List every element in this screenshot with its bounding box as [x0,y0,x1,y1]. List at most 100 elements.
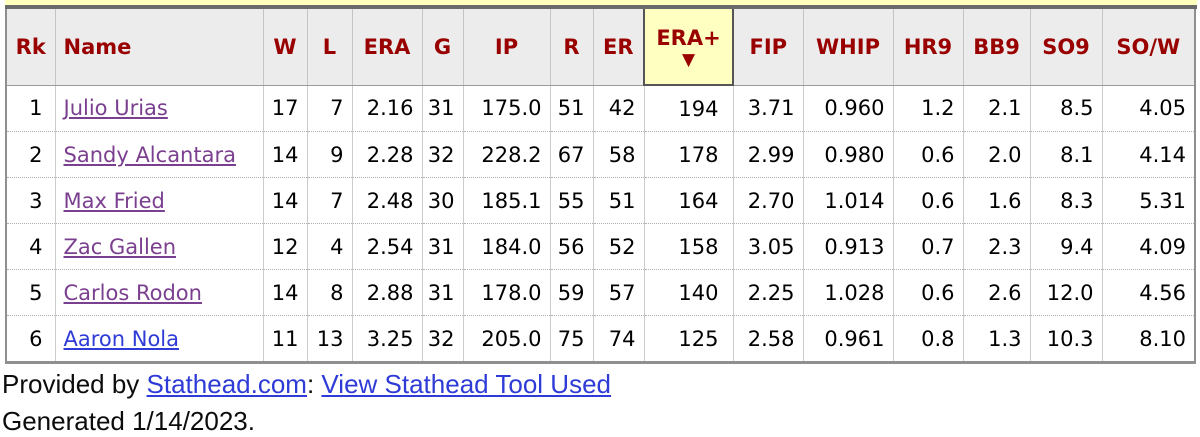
cell-sow: 4.14 [1102,131,1196,178]
table-row: 2 Sandy Alcantara 14 9 2.28 32 228.2 67 … [6,131,1196,178]
cell-bb9: 2.1 [963,85,1031,132]
cell-r: 67 [550,131,594,178]
column-header-whip[interactable]: WHIP [803,9,894,86]
colon-text: : [306,369,322,399]
player-link[interactable]: Julio Urias [63,96,168,121]
cell-player-name: Carlos Rodon [55,269,264,316]
column-header-name[interactable]: Name [55,9,264,86]
generated-date-line: Generated 1/14/2023. [2,406,255,436]
cell-whip: 0.980 [803,131,894,178]
cell-fip: 3.71 [733,85,804,132]
cell-so9: 8.3 [1030,177,1103,224]
cell-l: 13 [307,315,353,363]
cell-er: 42 [593,85,645,132]
cell-sow: 4.56 [1102,269,1196,316]
cell-ip: 185.1 [463,177,551,224]
cell-bb9: 2.3 [963,223,1031,270]
cell-era-plus: 140 [644,269,734,316]
provided-by-text: Provided by [2,369,147,399]
player-link[interactable]: Max Fried [63,188,165,213]
cell-era: 2.28 [352,131,423,178]
cell-bb9: 2.0 [963,131,1031,178]
banner-bottom-edge [5,0,1197,9]
table-row: 6 Aaron Nola 11 13 3.25 32 205.0 75 74 1… [6,315,1196,363]
column-header-so9[interactable]: SO9 [1030,9,1103,86]
cell-era: 2.54 [352,223,423,270]
cell-so9: 9.4 [1030,223,1103,270]
cell-w: 11 [263,315,308,363]
cell-w: 12 [263,223,308,270]
cell-l: 9 [307,131,353,178]
column-header-l[interactable]: L [307,9,353,86]
column-header-er[interactable]: ER [593,9,645,86]
cell-hr9: 0.6 [893,177,964,224]
cell-era-plus: 158 [644,223,734,270]
cell-rank: 3 [6,177,56,224]
stathead-link[interactable]: Stathead.com [146,369,307,399]
column-header-r[interactable]: R [550,9,594,86]
cell-ip: 184.0 [463,223,551,270]
table-row: 1 Julio Urias 17 7 2.16 31 175.0 51 42 1… [6,85,1196,132]
cell-rank: 2 [6,131,56,178]
cell-w: 14 [263,269,308,316]
column-header-fip[interactable]: FIP [733,9,804,86]
cell-player-name: Max Fried [55,177,264,224]
cell-rank: 5 [6,269,56,316]
player-link[interactable]: Sandy Alcantara [63,142,236,167]
column-header-hr9[interactable]: HR9 [893,9,964,86]
cell-player-name: Julio Urias [55,85,264,132]
column-header-era-plus[interactable]: ERA+ ▼ [643,9,734,86]
player-link[interactable]: Aaron Nola [63,326,180,351]
column-header-era-plus-label: ERA+ [656,26,721,50]
cell-r: 56 [550,223,594,270]
cell-whip: 0.913 [803,223,894,270]
table-row: 5 Carlos Rodon 14 8 2.88 31 178.0 59 57 … [6,269,1196,316]
cell-w: 14 [263,177,308,224]
player-link[interactable]: Zac Gallen [63,234,177,259]
cell-ip: 175.0 [463,85,551,132]
cell-r: 55 [550,177,594,224]
cell-player-name: Aaron Nola [55,315,264,363]
cell-er: 52 [593,223,645,270]
column-header-bb9[interactable]: BB9 [963,9,1031,86]
cell-player-name: Sandy Alcantara [55,131,264,178]
attribution-line: Provided by Stathead.com: View Stathead … [2,369,1200,400]
cell-er: 51 [593,177,645,224]
cell-hr9: 0.6 [893,131,964,178]
column-header-ip[interactable]: IP [463,9,551,86]
cell-rank: 6 [6,315,56,363]
cell-era-plus: 178 [644,131,734,178]
cell-sow: 8.10 [1102,315,1196,363]
cell-l: 4 [307,223,353,270]
column-header-sow[interactable]: SO/W [1102,9,1196,86]
cell-so9: 12.0 [1030,269,1103,316]
cell-whip: 1.014 [803,177,894,224]
cell-sow: 4.09 [1102,223,1196,270]
cell-ip: 205.0 [463,315,551,363]
cell-hr9: 0.7 [893,223,964,270]
column-header-g[interactable]: G [422,9,464,86]
cell-rank: 1 [6,85,56,132]
cell-w: 17 [263,85,308,132]
view-stathead-tool-link[interactable]: View Stathead Tool Used [321,369,611,399]
cell-era: 3.25 [352,315,423,363]
cell-fip: 2.58 [733,315,804,363]
cell-era: 2.48 [352,177,423,224]
column-header-era[interactable]: ERA [352,9,423,86]
column-header-w[interactable]: W [263,9,308,86]
cell-sow: 5.31 [1102,177,1196,224]
cell-g: 31 [422,269,464,316]
cell-r: 75 [550,315,594,363]
cell-l: 7 [307,177,353,224]
player-link[interactable]: Carlos Rodon [63,280,202,305]
cell-fip: 2.99 [733,131,804,178]
column-header-rk[interactable]: Rk [6,9,56,86]
cell-ip: 178.0 [463,269,551,316]
cell-fip: 3.05 [733,223,804,270]
cell-rank: 4 [6,223,56,270]
header-row: Rk Name W L ERA G IP R ER ERA+ ▼ FIP WHI… [6,9,1196,86]
cell-l: 7 [307,85,353,132]
cell-l: 8 [307,269,353,316]
cell-bb9: 1.6 [963,177,1031,224]
